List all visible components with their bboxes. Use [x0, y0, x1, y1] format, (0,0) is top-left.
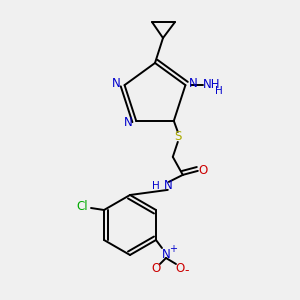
Text: NH: NH — [203, 78, 220, 91]
Text: N: N — [164, 179, 172, 192]
Text: O: O — [198, 164, 207, 177]
Text: S: S — [174, 130, 182, 143]
Text: N: N — [112, 76, 121, 90]
Text: H: H — [152, 181, 160, 191]
Text: N: N — [189, 76, 198, 90]
Text: -: - — [185, 265, 189, 278]
Text: N: N — [124, 116, 133, 129]
Text: +: + — [169, 244, 177, 254]
Text: O: O — [152, 262, 160, 275]
Text: Cl: Cl — [76, 200, 88, 212]
Text: H: H — [214, 86, 222, 96]
Text: N: N — [162, 248, 170, 260]
Text: O: O — [176, 262, 184, 275]
